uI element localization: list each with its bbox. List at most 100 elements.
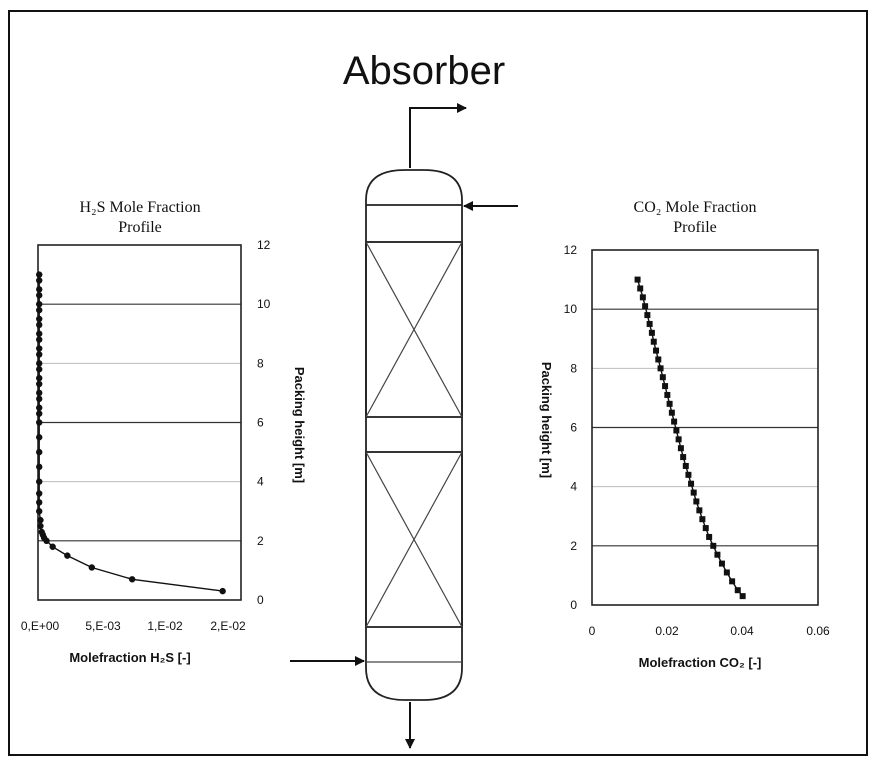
right-data-point xyxy=(659,374,666,381)
co2-profile-chart: CO₂ Mole Fraction Profile 0 2 4 6 8 10 12 0 0.0… xyxy=(539,199,830,670)
co2-y-tick-labels: 0 2 4 6 8 10 12 xyxy=(564,243,578,612)
right-data-point xyxy=(639,294,646,301)
right-data-point xyxy=(680,454,687,461)
right-data-point xyxy=(642,303,649,310)
left-x-tick-label: 0,E+00 xyxy=(21,619,60,633)
left-y-tick-label: 8 xyxy=(257,356,264,370)
column-shell xyxy=(365,169,463,701)
right-data-point xyxy=(634,276,641,283)
left-y-tick-label: 4 xyxy=(257,475,264,489)
right-data-point xyxy=(655,356,662,363)
left-data-point xyxy=(36,395,43,403)
right-data-point xyxy=(682,462,689,469)
left-x-tick-label: 2,E-02 xyxy=(210,619,246,633)
left-data-point xyxy=(36,508,43,515)
figure-frame xyxy=(8,10,868,756)
left-data-point xyxy=(36,410,43,417)
left-data-point xyxy=(36,380,43,388)
left-y-tick-label: 12 xyxy=(257,238,271,252)
left-data-point xyxy=(36,360,43,367)
left-x-tick-label: 5,E-03 xyxy=(85,619,121,633)
right-data-point xyxy=(688,480,695,487)
left-x-tick-label: 1,E-02 xyxy=(147,619,183,633)
packing-cross-line xyxy=(365,451,463,628)
left-data-point xyxy=(64,552,71,559)
left-data-point xyxy=(36,490,43,497)
left-data-point xyxy=(36,351,43,358)
left-data-point xyxy=(36,404,43,411)
left-y-tick-label: 2 xyxy=(257,534,264,548)
left-y-tick-label: 0 xyxy=(257,593,264,607)
left-data-point xyxy=(36,499,43,506)
right-data-point xyxy=(673,427,680,434)
h2s-y-tick-labels: 0 2 4 6 8 10 12 xyxy=(257,238,271,607)
left-data-point xyxy=(36,286,43,293)
left-y-tick-label: 10 xyxy=(257,297,271,311)
right-data-point xyxy=(696,507,703,514)
right-data-point xyxy=(664,391,671,398)
left-data-point xyxy=(36,271,43,278)
right-data-point xyxy=(685,471,692,478)
h2s-profile-chart: H₂S Mole Fraction Profile 0 2 4 6 8 10 12 0,E+… xyxy=(21,199,307,665)
left-data-point xyxy=(36,336,43,343)
co2-x-tick-labels: 0 0.02 0.04 0.06 xyxy=(589,624,830,638)
packing-bed-upper xyxy=(365,241,463,418)
right-y-tick-label: 2 xyxy=(570,539,577,553)
left-data-point xyxy=(36,345,43,352)
left-data-point xyxy=(36,434,43,441)
right-data-point xyxy=(723,569,730,576)
co2-plot-area xyxy=(591,249,819,606)
h2s-chart-title-line2: Profile xyxy=(118,219,162,236)
figure-title: Absorber xyxy=(343,49,505,93)
left-data-point xyxy=(36,321,43,329)
right-data-point xyxy=(675,436,682,443)
left-data-point xyxy=(36,330,43,337)
right-data-point xyxy=(648,329,655,336)
right-data-point xyxy=(729,578,736,585)
h2s-x-tick-labels: 0,E+00 5,E-03 1,E-02 2,E-02 xyxy=(21,619,246,633)
left-data-point xyxy=(36,277,43,284)
left-data-point xyxy=(128,576,136,583)
right-data-point xyxy=(653,347,660,354)
right-data-point xyxy=(666,400,673,407)
packing-cross-line xyxy=(365,241,463,418)
absorber-column xyxy=(365,169,463,701)
right-data-point xyxy=(718,560,725,567)
right-y-tick-label: 8 xyxy=(570,361,577,375)
left-data-point xyxy=(49,543,56,550)
right-data-point xyxy=(734,587,741,594)
left-data-point xyxy=(36,300,43,308)
left-y-tick-label: 6 xyxy=(257,416,264,430)
h2s-gridlines xyxy=(38,303,241,542)
left-data-point xyxy=(43,537,50,545)
right-y-tick-label: 10 xyxy=(564,302,578,316)
co2-chart-title-line1: CO₂ Mole Fraction xyxy=(634,199,757,216)
right-data-point xyxy=(690,489,697,496)
right-y-tick-label: 4 xyxy=(570,480,577,494)
left-data-point xyxy=(36,306,43,314)
right-x-tick-label: 0.06 xyxy=(806,624,830,638)
co2-chart-title-line2: Profile xyxy=(673,219,717,236)
right-data-point xyxy=(662,383,669,390)
gas-outlet-arrow xyxy=(409,103,467,168)
right-data-point xyxy=(650,338,657,345)
left-data-point xyxy=(37,516,44,524)
left-data-point xyxy=(36,448,43,456)
co2-gridlines xyxy=(592,308,818,547)
right-data-point xyxy=(644,312,651,319)
left-data-point xyxy=(37,522,44,530)
left-data-point xyxy=(36,389,43,397)
left-data-point xyxy=(36,315,43,323)
left-data-point xyxy=(36,419,43,426)
right-data-point xyxy=(699,516,706,523)
right-y-tick-label: 6 xyxy=(570,421,577,435)
right-x-tick-label: 0.04 xyxy=(730,624,754,638)
right-data-point xyxy=(702,525,709,532)
co2-series-line xyxy=(636,279,744,597)
right-y-tick-label: 12 xyxy=(564,243,578,257)
h2s-x-axis-label: Molefraction H₂S [-] xyxy=(69,650,190,665)
h2s-chart-title-line1: H₂S Mole Fraction xyxy=(79,199,200,216)
right-data-point xyxy=(637,285,644,292)
left-data-point xyxy=(219,587,226,595)
